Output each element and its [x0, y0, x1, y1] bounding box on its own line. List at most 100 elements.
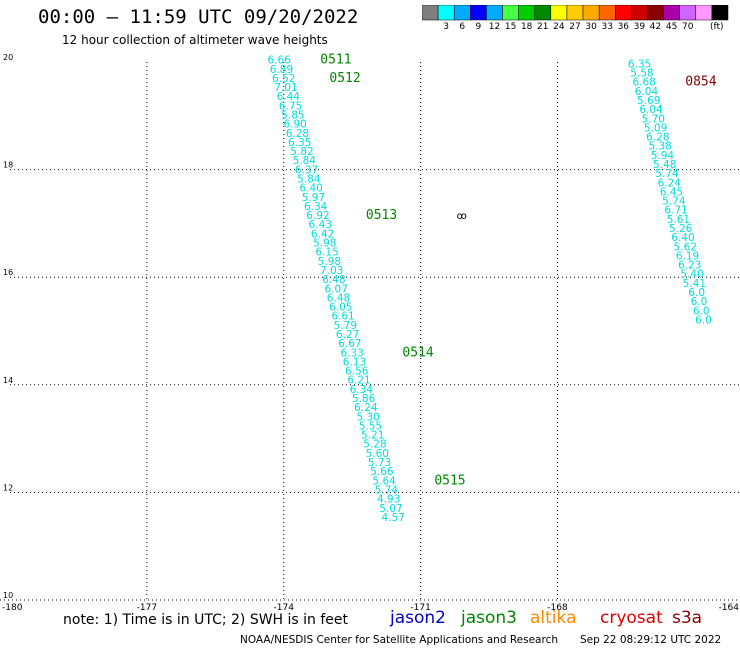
wave-height-value: 5.38 [648, 141, 671, 153]
wave-height-value: 5.84 [293, 155, 317, 167]
wave-height-value: 7.03 [320, 265, 343, 277]
y-tick-label: 20 [3, 53, 13, 62]
wave-height-value: 5.69 [637, 95, 660, 107]
wave-height-value: 5.26 [669, 223, 693, 235]
color-scale-tick-label: 24 [553, 22, 565, 32]
color-scale-tick-label: 3 [443, 22, 450, 32]
wave-height-value: 6.52 [272, 73, 295, 85]
wave-height-value: 5.66 [370, 466, 394, 478]
color-scale-tick-label: 30 [585, 22, 597, 32]
wave-height-value: 6.27 [336, 329, 359, 341]
wave-height-value: 5.21 [361, 430, 384, 442]
color-scale-tick-label: 42 [649, 22, 662, 32]
wave-height-value: 6.23 [678, 260, 701, 272]
wave-height-value: 6.28 [286, 128, 309, 140]
wave-height-value: 5.73 [368, 457, 391, 469]
page-title: 00:00 – 11:59 UTC 09/20/2022 [38, 6, 359, 28]
wave-height-value: 6.89 [270, 64, 293, 76]
wave-height-value: 5.98 [313, 238, 336, 250]
wave-height-value: 5.74 [662, 196, 686, 208]
wave-height-value: 6.19 [676, 250, 699, 262]
wave-height-value: 6.35 [288, 137, 311, 149]
y-tick-label: 18 [3, 161, 13, 170]
wave-height-value: 6.21 [347, 375, 370, 387]
legend-altika: altika [530, 608, 577, 628]
wave-height-value: 5.58 [630, 68, 653, 80]
wave-height-value: 5.84 [297, 174, 321, 186]
wave-height-value: 5.82 [290, 146, 313, 158]
wave-height-value: 6.35 [628, 58, 651, 70]
color-swatch [711, 5, 729, 21]
wave-height-value: 5.60 [366, 448, 389, 460]
pass-time-label: 0515 [434, 473, 465, 488]
wave-height-value: 6.43 [309, 219, 332, 231]
color-scale-tick-label: 39 [633, 22, 646, 32]
wave-height-value: 5.94 [651, 150, 675, 162]
wave-height-value: 5.28 [363, 439, 386, 451]
wave-height-value: 6.37 [295, 164, 318, 176]
pass-time-label: 0513 [366, 208, 397, 223]
x-tick-label: -164 [719, 603, 740, 613]
credit-text: NOAA/NESDIS Center for Satellite Applica… [240, 634, 558, 646]
legend-jason3: jason3 [461, 608, 517, 628]
wave-height-value: 6.0 [695, 314, 712, 326]
wave-height-value: 5.85 [281, 109, 304, 121]
wave-height-value: 6.28 [646, 132, 669, 144]
wave-height-value: 6.42 [311, 228, 334, 240]
wave-height-value: 5.62 [674, 241, 697, 253]
wave-height-value: 6.48 [322, 274, 345, 286]
wave-height-value: 6.45 [660, 186, 683, 198]
color-scale-tick-label: 33 [601, 22, 613, 32]
wave-height-value: 5.61 [667, 214, 690, 226]
wave-height-value: 6.56 [345, 366, 369, 378]
wave-height-value: 6.15 [315, 247, 338, 259]
wave-height-value: 6.40 [299, 183, 322, 195]
page-subtitle: 12 hour collection of altimeter wave hei… [62, 33, 328, 47]
wave-height-value: 6.24 [658, 177, 682, 189]
wave-height-value: 5.64 [372, 475, 396, 487]
x-tick-label: -177 [137, 603, 157, 613]
y-tick-label: 12 [3, 483, 13, 492]
wave-height-value: 7.01 [274, 82, 297, 94]
wave-height-value: 6.71 [664, 205, 687, 217]
wave-height-value: 6.90 [283, 119, 306, 131]
credit-timestamp: Sep 22 08:29:12 UTC 2022 [580, 634, 722, 646]
color-scale-tick-label: 70 [682, 22, 694, 32]
color-scale-tick-label: 21 [537, 22, 549, 32]
wave-height-value: 5.41 [683, 278, 706, 290]
wave-height-value: 6.33 [340, 347, 363, 359]
x-tick-label: -168 [547, 603, 568, 613]
wave-height-value: 5.40 [680, 269, 703, 281]
wave-height-value: 6.13 [343, 356, 366, 368]
wave-height-value: 5.30 [356, 411, 379, 423]
wave-height-value: 6.07 [325, 283, 348, 295]
wave-height-value: 6.04 [639, 104, 663, 116]
wave-height-value: 5.09 [644, 122, 667, 134]
wave-height-value: 6.66 [267, 55, 291, 67]
color-scale-tick-label: 9 [475, 22, 482, 32]
color-scale-tick-label: 12 [488, 22, 501, 32]
wave-height-value: 5.86 [352, 393, 376, 405]
legend-jason2: jason2 [390, 608, 446, 628]
y-tick-label: 16 [3, 268, 13, 277]
wave-height-value: 5.97 [302, 192, 325, 204]
wave-height-value: 6.34 [350, 384, 374, 396]
wave-height-value: 6.34 [304, 201, 328, 213]
y-tick-label: 10 [3, 591, 13, 600]
color-scale-tick-label: 18 [520, 22, 533, 32]
wave-height-value: 6.44 [277, 91, 301, 103]
wave-height-value: 6.05 [329, 302, 352, 314]
wave-height-value: 5.07 [379, 503, 402, 515]
legend-cryosat: cryosat [600, 608, 663, 628]
x-tick-label: -180 [2, 603, 23, 613]
wave-height-value: 6.24 [354, 402, 378, 414]
wave-height-value: 6.0 [693, 305, 710, 317]
color-scale-bar [422, 5, 729, 21]
wave-height-value: 6.75 [279, 100, 302, 112]
y-tick-label: 14 [3, 376, 13, 385]
wave-height-value: 6.48 [327, 292, 350, 304]
island-marker: ꝏ [457, 211, 467, 222]
footer-note: note: 1) Time is in UTC; 2) SWH is in fe… [63, 612, 349, 628]
wave-height-value: 5.74 [655, 168, 679, 180]
